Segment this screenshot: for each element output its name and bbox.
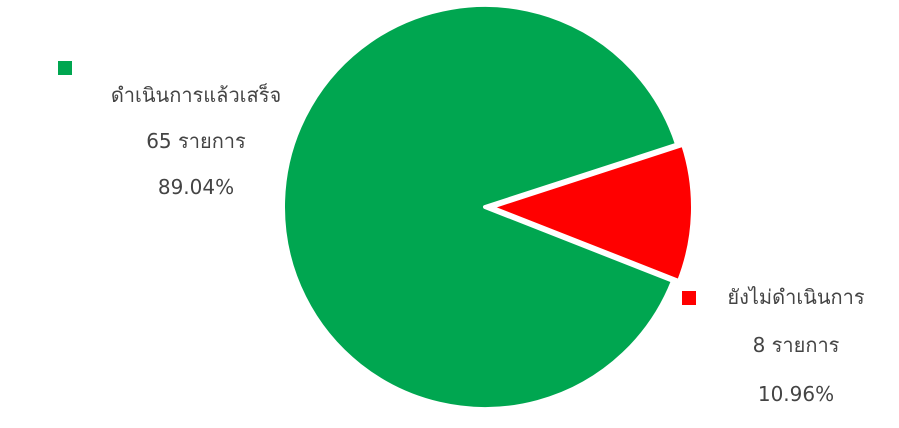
- slice-label-completed-count: 65 รายการ: [146, 129, 246, 153]
- slice-label-pending: ยังไม่ดำเนินการ 8 รายการ 10.96%: [682, 285, 865, 406]
- slice-label-pending-name: ยังไม่ดำเนินการ: [727, 285, 864, 309]
- slice-label-pending-count: 8 รายการ: [753, 333, 840, 357]
- slice-label-pending-percent: 10.96%: [758, 382, 834, 406]
- pie-slice-completed: [281, 3, 680, 411]
- legend-swatch-pending: [682, 291, 696, 305]
- pie-slices: [281, 3, 695, 411]
- slice-label-completed-name: ดำเนินการแล้วเสร็จ: [111, 82, 281, 107]
- pie-slice-pending: [488, 142, 695, 284]
- legend-swatch-completed: [58, 61, 72, 75]
- slice-label-completed-percent: 89.04%: [158, 175, 234, 199]
- slice-label-completed: ดำเนินการแล้วเสร็จ 65 รายการ 89.04%: [58, 61, 281, 199]
